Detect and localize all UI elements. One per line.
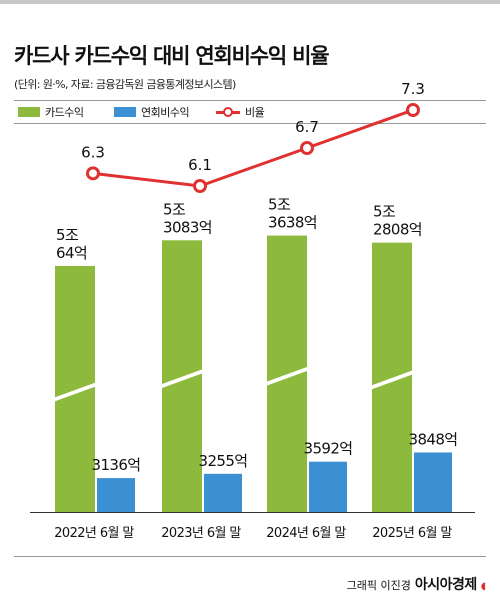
- label-card-2: 5조 3638억: [268, 196, 317, 232]
- bar-card-break-2: [265, 366, 309, 387]
- bar-card-0: [55, 265, 95, 512]
- bar-card-break-1: [160, 368, 204, 389]
- legend-swatch-fee: [114, 107, 136, 117]
- x-tick-label-3: 2025년 6월 말: [372, 526, 452, 541]
- chart-title: 카드사 카드수익 대비 연회비수익 비율: [14, 44, 330, 68]
- ratio-point-1: [193, 179, 207, 193]
- bar-fee-2: [309, 461, 347, 512]
- ratio-point-3: [406, 103, 420, 117]
- label-card-1: 5조 3083억: [163, 200, 212, 236]
- label-ratio-0: 6.3: [81, 143, 105, 161]
- brand-mark-icon: ◖: [480, 581, 486, 592]
- legend-swatch-card: [18, 107, 40, 117]
- x-tick-label-0: 2022년 6월 말: [54, 526, 134, 541]
- legend-item-card: 카드수익: [18, 101, 84, 123]
- label-fee-3: 3848억: [409, 430, 458, 448]
- legend-swatch-ratio: [216, 107, 240, 117]
- credit-designer: 그래픽 이진경: [346, 579, 411, 592]
- x-tick-label-2: 2024년 6월 말: [266, 526, 346, 541]
- bar-card-1: [162, 240, 202, 512]
- ratio-point-0: [86, 166, 100, 181]
- label-fee-2: 3592억: [304, 440, 353, 458]
- ratio-line: [92, 108, 414, 188]
- label-card-3: 5조 2808억: [373, 203, 422, 239]
- bar-card-break-0: [53, 382, 97, 403]
- credit: 그래픽 이진경 아시아경제 ◖: [347, 574, 486, 594]
- ratio-point-2: [300, 141, 314, 155]
- bar-card-break-3: [370, 369, 414, 390]
- label-ratio-2: 6.7: [295, 118, 319, 136]
- top-rule: [0, 0, 500, 4]
- legend: 카드수익 연회비수익 비율: [14, 100, 486, 124]
- credit-brand: 아시아경제: [414, 577, 477, 593]
- label-fee-0: 3136억: [92, 456, 141, 474]
- legend-label-card: 카드수익: [45, 106, 84, 119]
- legend-item-fee: 연회비수익: [114, 101, 190, 123]
- label-ratio-3: 7.3: [401, 80, 425, 98]
- label-fee-1: 3255억: [199, 452, 248, 470]
- legend-item-ratio: 비율: [216, 101, 265, 123]
- legend-label-ratio: 비율: [245, 106, 265, 119]
- chart-subtitle: (단위: 원·%, 자료: 금융감독원 금융통계정보시스템): [14, 78, 236, 91]
- bar-fee-3: [414, 452, 452, 512]
- bar-card-3: [372, 242, 412, 512]
- legend-label-fee: 연회비수익: [141, 106, 190, 119]
- x-tick-label-1: 2023년 6월 말: [161, 526, 241, 541]
- bar-card-2: [267, 235, 307, 512]
- bar-fee-0: [97, 478, 135, 512]
- bar-fee-1: [204, 473, 242, 512]
- label-card-0: 5조 64억: [56, 226, 87, 262]
- label-ratio-1: 6.1: [188, 156, 212, 174]
